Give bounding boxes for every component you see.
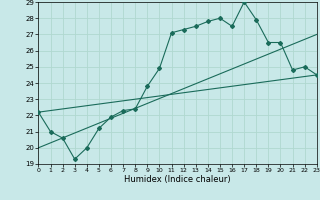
X-axis label: Humidex (Indice chaleur): Humidex (Indice chaleur) (124, 175, 231, 184)
